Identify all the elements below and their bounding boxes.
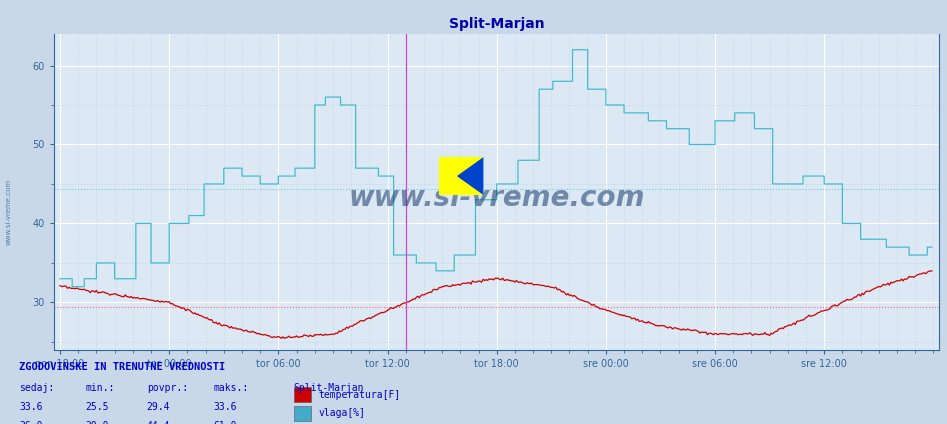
Text: maks.:: maks.: xyxy=(213,383,248,393)
FancyBboxPatch shape xyxy=(439,157,483,195)
Text: 29.4: 29.4 xyxy=(147,402,170,412)
Bar xyxy=(294,388,311,402)
Text: 33.6: 33.6 xyxy=(213,402,237,412)
Text: Split-Marjan: Split-Marjan xyxy=(294,383,364,393)
Polygon shape xyxy=(456,157,483,195)
Text: 44.4: 44.4 xyxy=(147,421,170,424)
Text: ZGODOVINSKE IN TRENUTNE VREDNOSTI: ZGODOVINSKE IN TRENUTNE VREDNOSTI xyxy=(19,362,225,371)
Text: vlaga[%]: vlaga[%] xyxy=(318,408,366,418)
Text: 33.6: 33.6 xyxy=(19,402,43,412)
Bar xyxy=(294,406,311,421)
Text: 30.0: 30.0 xyxy=(85,421,109,424)
Text: 36.0: 36.0 xyxy=(19,421,43,424)
Title: Split-Marjan: Split-Marjan xyxy=(449,17,545,31)
Text: temperatura[F]: temperatura[F] xyxy=(318,390,401,400)
Text: sedaj:: sedaj: xyxy=(19,383,54,393)
Text: min.:: min.: xyxy=(85,383,115,393)
Text: povpr.:: povpr.: xyxy=(147,383,188,393)
Text: www.si-vreme.com: www.si-vreme.com xyxy=(6,179,11,245)
Text: 25.5: 25.5 xyxy=(85,402,109,412)
Text: www.si-vreme.com: www.si-vreme.com xyxy=(348,184,645,212)
Text: 61.0: 61.0 xyxy=(213,421,237,424)
